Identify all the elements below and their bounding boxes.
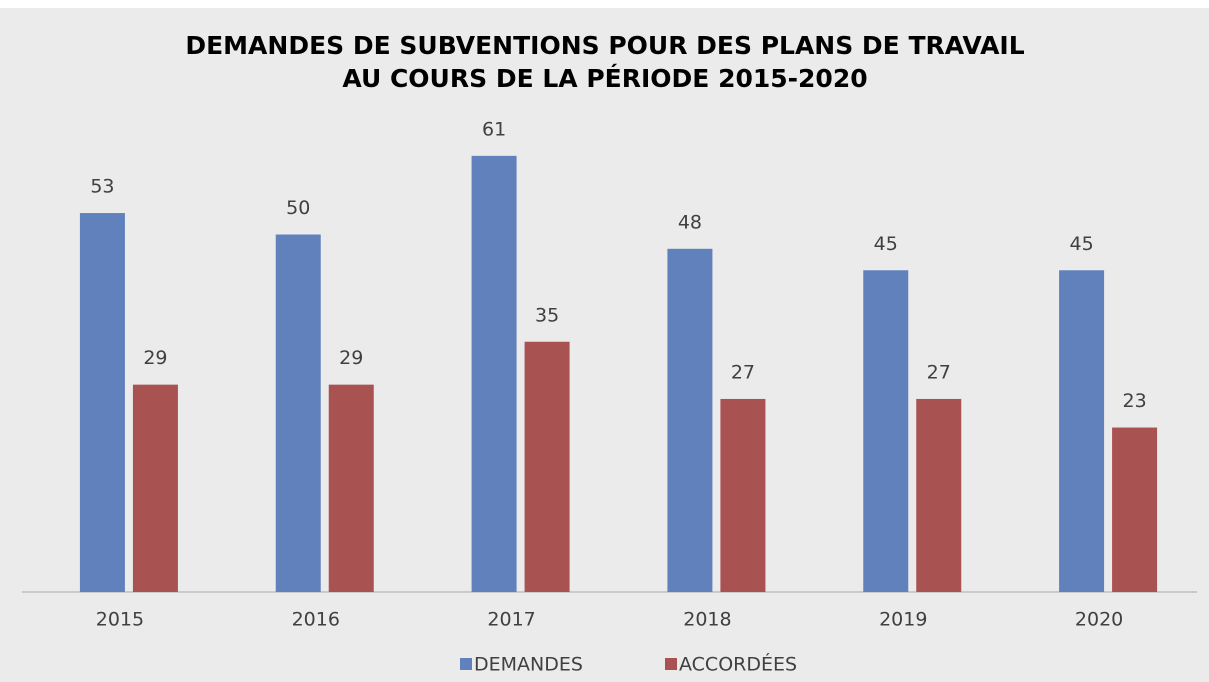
x-tick-label: 2018	[683, 609, 731, 631]
chart-title: AU COURS DE LA PÉRIODE 2015-2020	[342, 64, 867, 93]
bar	[720, 398, 766, 592]
bar	[471, 155, 517, 592]
chart-title: DEMANDES DE SUBVENTIONS POUR DES PLANS D…	[185, 31, 1024, 60]
bar	[328, 384, 374, 592]
bar	[524, 341, 570, 592]
data-label: 35	[535, 304, 559, 326]
legend-swatch	[665, 658, 677, 670]
data-label: 45	[1069, 233, 1093, 255]
bar	[79, 213, 125, 593]
x-tick-label: 2016	[292, 609, 340, 631]
data-label: 27	[927, 361, 951, 383]
data-label: 53	[90, 176, 114, 198]
bar	[275, 234, 321, 592]
legend-swatch	[460, 658, 472, 670]
bar	[1059, 270, 1105, 592]
x-tick-label: 2020	[1075, 609, 1123, 631]
data-label: 23	[1122, 390, 1146, 412]
x-tick-label: 2017	[487, 609, 535, 631]
data-label: 50	[286, 197, 310, 219]
legend-label: DEMANDES	[474, 654, 583, 676]
data-label: 48	[678, 211, 702, 233]
bar	[863, 270, 909, 592]
x-tick-label: 2015	[96, 609, 144, 631]
data-label: 27	[731, 361, 755, 383]
bar	[1112, 427, 1158, 592]
data-label: 61	[482, 118, 506, 140]
x-tick-label: 2019	[879, 609, 927, 631]
legend-label: ACCORDÉES	[679, 653, 797, 676]
bar	[667, 248, 713, 593]
data-label: 29	[143, 347, 167, 369]
data-label: 45	[874, 233, 898, 255]
chart-background	[0, 8, 1209, 682]
data-label: 29	[339, 347, 363, 369]
bar	[916, 398, 962, 592]
bar	[132, 384, 178, 592]
